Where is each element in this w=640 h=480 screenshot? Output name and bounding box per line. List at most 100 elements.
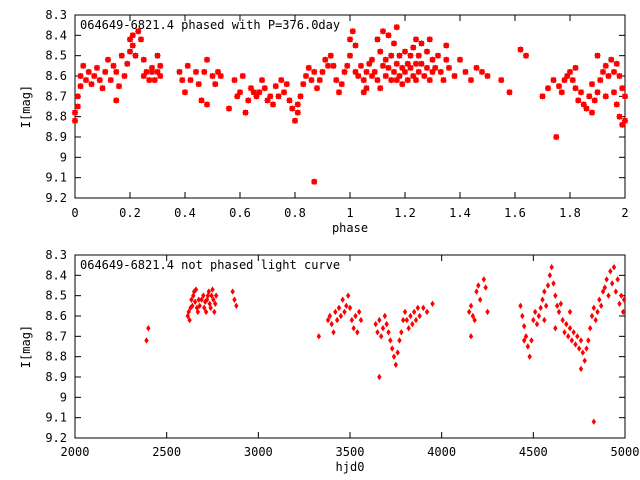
data-point	[424, 49, 430, 55]
data-point	[576, 345, 582, 352]
data-point	[614, 61, 620, 67]
data-point	[331, 329, 336, 336]
data-point	[190, 302, 195, 310]
data-point	[207, 300, 212, 307]
data-point	[600, 69, 606, 75]
data-point	[369, 57, 375, 63]
data-point	[187, 316, 192, 324]
data-point	[198, 97, 205, 103]
data-point	[361, 89, 367, 95]
data-point	[88, 81, 95, 87]
data-point	[553, 292, 558, 299]
data-point	[350, 28, 356, 34]
data-point	[402, 69, 408, 75]
data-point	[141, 57, 147, 63]
data-point	[517, 46, 524, 53]
data-point	[204, 101, 210, 108]
data-point	[358, 63, 364, 69]
data-point	[361, 77, 367, 83]
data-point	[377, 49, 383, 55]
data-point	[613, 288, 619, 295]
data-point	[188, 304, 193, 312]
data-point	[144, 337, 149, 344]
data-point	[209, 73, 216, 79]
data-point	[210, 286, 215, 293]
data-point	[340, 296, 345, 303]
data-point	[284, 81, 290, 87]
data-point	[567, 69, 573, 75]
data-point	[185, 63, 191, 69]
data-point	[578, 365, 584, 373]
data-point	[121, 73, 128, 79]
data-point	[518, 302, 523, 310]
data-point	[157, 63, 163, 69]
y-tick-label: 8.9	[45, 370, 67, 384]
y-tick-label: 8.5	[45, 289, 67, 303]
data-point	[124, 61, 130, 67]
data-point	[208, 304, 213, 312]
data-point	[105, 57, 111, 63]
data-point	[380, 325, 386, 332]
data-point	[424, 65, 430, 71]
data-point	[193, 286, 199, 293]
data-point	[564, 320, 569, 328]
data-point	[383, 73, 389, 79]
data-point	[477, 296, 483, 303]
data-point	[211, 296, 216, 303]
data-point	[347, 36, 353, 42]
data-point	[611, 264, 617, 271]
data-point	[374, 36, 381, 42]
data-point	[575, 97, 581, 103]
data-point	[314, 85, 320, 91]
data-point	[408, 312, 413, 320]
data-point	[591, 418, 597, 425]
x-tick-label: 0.8	[284, 206, 306, 220]
data-point	[336, 89, 342, 95]
data-point	[413, 36, 419, 42]
y-tick-label: 9.2	[45, 191, 67, 205]
data-point	[430, 300, 435, 307]
data-point	[316, 333, 322, 340]
data-point	[352, 69, 359, 75]
data-point	[80, 63, 86, 69]
data-point	[394, 24, 400, 30]
data-point	[377, 85, 383, 91]
data-point	[468, 333, 474, 340]
data-point	[99, 85, 106, 91]
data-point	[157, 73, 163, 79]
data-point	[328, 53, 334, 59]
data-point	[270, 101, 276, 108]
data-point	[146, 325, 151, 332]
y-axis-label: I[mag]	[19, 85, 33, 128]
data-point	[545, 85, 551, 91]
data-point	[344, 63, 350, 69]
data-point	[608, 268, 613, 275]
data-point	[413, 77, 419, 83]
y-tick-label: 9.1	[45, 411, 67, 425]
data-point	[375, 329, 380, 336]
data-point	[561, 77, 568, 83]
x-tick-label: 4000	[427, 445, 456, 459]
data-point	[521, 322, 527, 330]
data-point	[176, 69, 183, 75]
data-point	[230, 288, 235, 295]
data-point	[586, 93, 592, 99]
data-point	[196, 81, 202, 87]
data-point	[113, 97, 119, 103]
data-point	[559, 89, 565, 95]
data-point	[396, 73, 403, 79]
data-point	[410, 320, 415, 328]
data-point	[395, 349, 400, 356]
data-point	[616, 73, 623, 79]
x-tick-label: 1.6	[504, 206, 526, 220]
data-point	[141, 73, 147, 79]
data-point	[393, 361, 399, 368]
data-point	[77, 73, 84, 79]
data-point	[72, 110, 78, 116]
data-point	[289, 105, 295, 112]
x-tick-label: 0.6	[229, 206, 251, 220]
data-point	[570, 77, 576, 83]
data-point	[556, 83, 562, 89]
data-point	[446, 65, 452, 71]
